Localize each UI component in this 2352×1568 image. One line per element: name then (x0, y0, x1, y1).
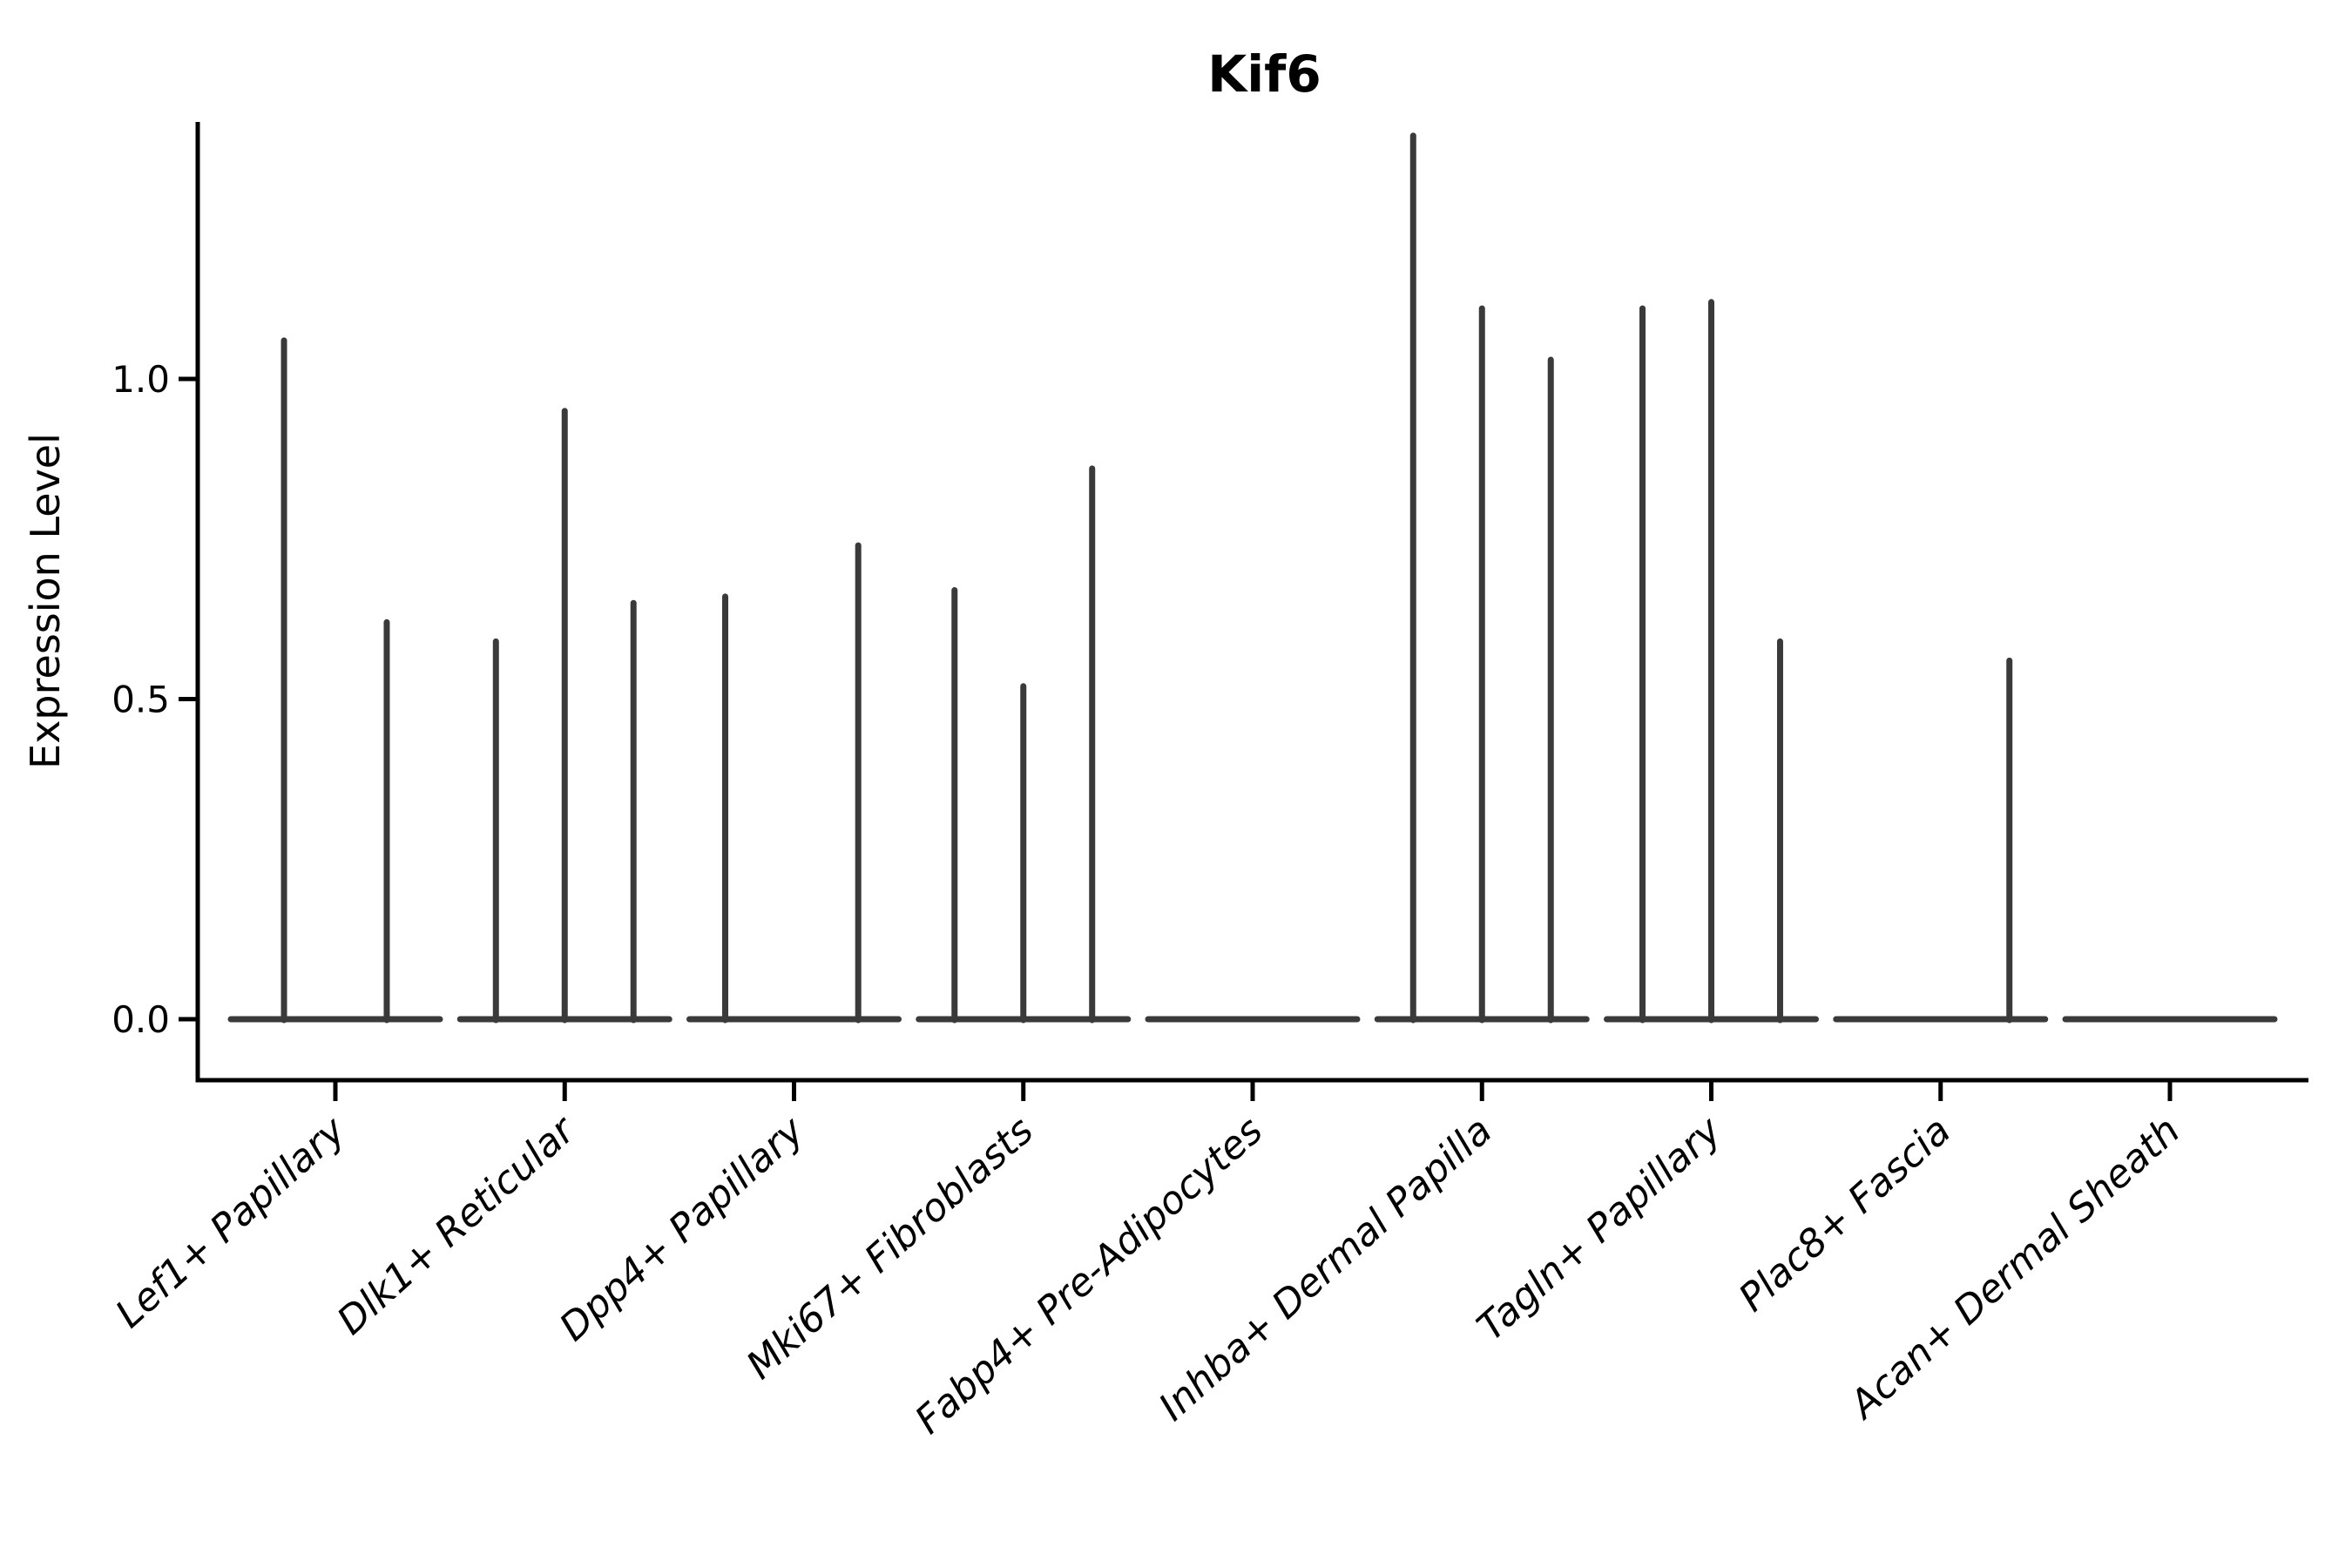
y-tick-label: 0.0 (112, 998, 170, 1041)
x-tick-label: Dpp4+ Papillary (551, 1108, 814, 1350)
x-tick-label: Plac8+ Fascia (1731, 1108, 1960, 1321)
y-axis-label: Expression Level (22, 433, 69, 769)
y-tick-label: 1.0 (112, 358, 170, 401)
x-tick-label: Tagln+ Papillary (1469, 1108, 1730, 1350)
x-tick-label: Dlk1+ Reticular (329, 1106, 585, 1343)
chart-title: Kif6 (1207, 44, 1321, 104)
y-tick-label: 0.5 (112, 679, 170, 721)
x-tick-label: Lef1+ Papillary (107, 1108, 355, 1337)
